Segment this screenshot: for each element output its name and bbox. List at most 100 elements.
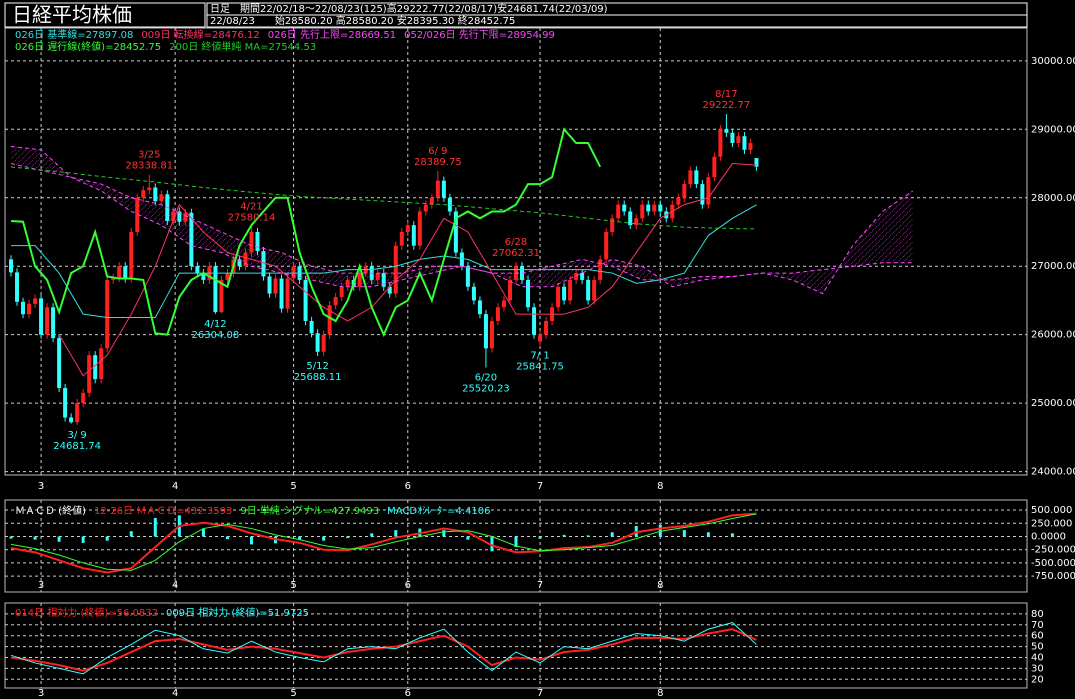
candle-body — [742, 136, 747, 150]
histogram-bar — [754, 536, 758, 537]
x-tick-label: 3 — [38, 481, 44, 492]
candle-body — [345, 279, 350, 287]
histogram-bar — [105, 536, 109, 541]
candle-body — [700, 184, 705, 205]
legend-label: 9日 単純 シグナル=427.9493 — [240, 504, 379, 517]
legend-label: 026日 遅行線(終値)=28452.75 — [15, 40, 161, 53]
candle-body — [321, 334, 326, 352]
candle-body — [213, 266, 218, 313]
series-line — [10, 163, 913, 281]
candle-body — [405, 225, 410, 232]
candle-body — [694, 170, 699, 185]
candle-body — [219, 279, 224, 313]
x-tick-label: 8 — [657, 688, 663, 699]
candle-body — [291, 266, 296, 279]
legend-label: 026日 先行上限=28669.51 — [268, 28, 396, 41]
candle-body — [610, 218, 615, 232]
histogram-bar — [466, 536, 470, 540]
candle-body — [255, 231, 260, 252]
x-tick-label: 5 — [290, 580, 296, 591]
x-tick-label: 8 — [657, 481, 663, 492]
y-tick-label: 20 — [1031, 674, 1044, 685]
candle-body — [99, 348, 104, 380]
series-line — [58, 163, 757, 377]
y-tick-label: 24000.00 — [1031, 467, 1075, 478]
candle-body — [471, 286, 476, 301]
candle-body — [718, 129, 723, 157]
candle-body — [243, 252, 248, 267]
histogram-bar — [514, 536, 518, 548]
histogram-bar — [33, 536, 37, 540]
candle-body — [141, 190, 146, 198]
annotation-date: 4/12 — [204, 319, 226, 330]
series-line — [10, 127, 602, 338]
candle-body — [279, 278, 284, 309]
x-tick-label: 5 — [290, 688, 296, 699]
y-tick-label: 60 — [1031, 631, 1044, 642]
x-tick-label: 6 — [405, 580, 411, 591]
annotation-value: 28389.75 — [414, 157, 462, 168]
x-tick-label: 4 — [172, 580, 178, 591]
histogram-bar — [201, 528, 205, 537]
candle-body — [507, 279, 512, 301]
y-tick-label: 80 — [1031, 609, 1044, 620]
candle-body — [387, 286, 392, 294]
candle-body — [177, 211, 182, 222]
x-tick-label: 4 — [172, 688, 178, 699]
series-line — [10, 622, 757, 675]
candle-body — [477, 300, 482, 315]
series-line — [10, 513, 757, 571]
histogram-bar — [249, 536, 253, 545]
candle-body — [441, 180, 446, 198]
y-tick-label: 0.0000 — [1031, 531, 1066, 542]
candle-body — [580, 273, 585, 280]
annotation-value: 24681.74 — [53, 441, 101, 452]
candle-body — [465, 266, 470, 287]
histogram-bar — [706, 532, 710, 537]
annotation-value: 25520.23 — [462, 384, 510, 395]
candle-body — [393, 245, 398, 294]
histogram-bar — [610, 532, 614, 537]
candle-body — [652, 204, 657, 212]
candle-body — [333, 297, 338, 306]
chart-title: 日経平均株価 — [12, 3, 132, 27]
y-tick-label: 250.000 — [1031, 518, 1072, 529]
candle-body — [399, 231, 404, 246]
histogram-bar — [346, 536, 350, 539]
annotation-date: 4/21 — [240, 202, 262, 213]
candle-body — [682, 184, 687, 198]
candle-body — [724, 129, 729, 133]
legend-label: ＭＡＣＤ (終値) — [15, 504, 86, 517]
candle-body — [57, 338, 62, 389]
candle-body — [429, 197, 434, 205]
candle-body — [736, 136, 741, 144]
candle-body — [688, 170, 693, 185]
candle-body — [273, 278, 278, 294]
x-tick-label: 3 — [38, 688, 44, 699]
histogram-bar — [586, 535, 590, 537]
histogram-bar — [490, 536, 494, 552]
histogram-bar — [57, 536, 61, 542]
histogram-bar — [658, 524, 662, 537]
header-row: 日足 期間22/02/18～22/08/23(125)高29222.77(22/… — [210, 2, 608, 15]
annotation-date: 8/17 — [715, 89, 737, 100]
candle-body — [27, 303, 32, 315]
candle-body — [459, 252, 464, 267]
candle-body — [111, 277, 116, 280]
candle-body — [195, 266, 200, 274]
series-line — [10, 166, 757, 230]
candle-body — [526, 279, 531, 308]
x-tick-label: 7 — [537, 481, 543, 492]
candle-body — [309, 320, 314, 334]
y-tick-label: 26000.00 — [1031, 330, 1075, 341]
histogram-bar — [298, 536, 302, 540]
x-tick-label: 3 — [38, 580, 44, 591]
annotation-date: 5/12 — [306, 361, 328, 372]
y-tick-label: 500.000 — [1031, 505, 1072, 516]
candle-body — [556, 286, 561, 308]
series-line — [10, 512, 757, 574]
panel-frame — [4, 499, 1028, 593]
panel-frame — [4, 27, 1028, 476]
histogram-bar — [225, 536, 229, 540]
